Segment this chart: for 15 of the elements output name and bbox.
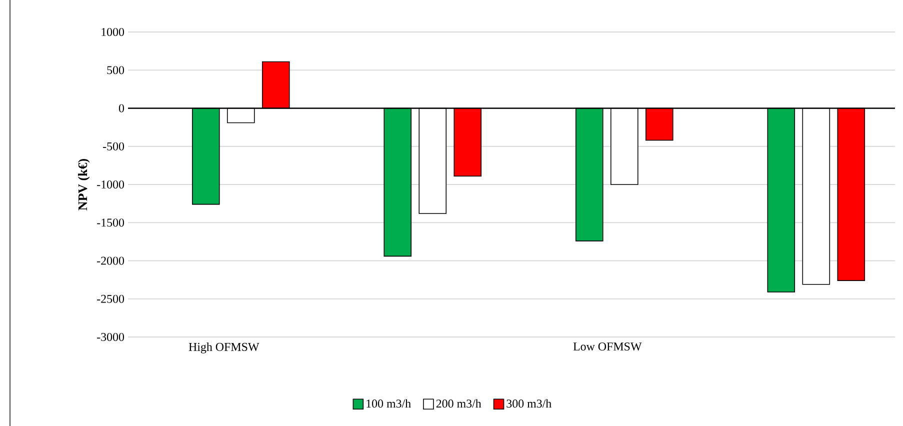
y-tick-label: -2500 — [97, 294, 124, 303]
y-tick-label: -1000 — [97, 180, 124, 189]
y-tick-label: -1500 — [97, 218, 124, 227]
y-tick-label: -500 — [103, 142, 124, 150]
legend-label: 300 m3/h — [506, 399, 552, 408]
y-tick-label: 0 — [118, 104, 124, 112]
x-tick-label: Low OFMSW — [573, 342, 642, 351]
legend-label: 100 m3/h — [366, 399, 411, 408]
y-tick-label: -3000 — [97, 332, 124, 342]
y-tick-label: 1000 — [102, 28, 124, 36]
y-tick-label: 500 — [107, 66, 124, 74]
legend-label: 200 m3/h — [436, 399, 482, 408]
x-tick-label: High OFMSW — [188, 342, 260, 354]
y-tick-label: -2000 — [97, 256, 124, 265]
y-axis-title: NPV (k€) — [78, 159, 90, 210]
